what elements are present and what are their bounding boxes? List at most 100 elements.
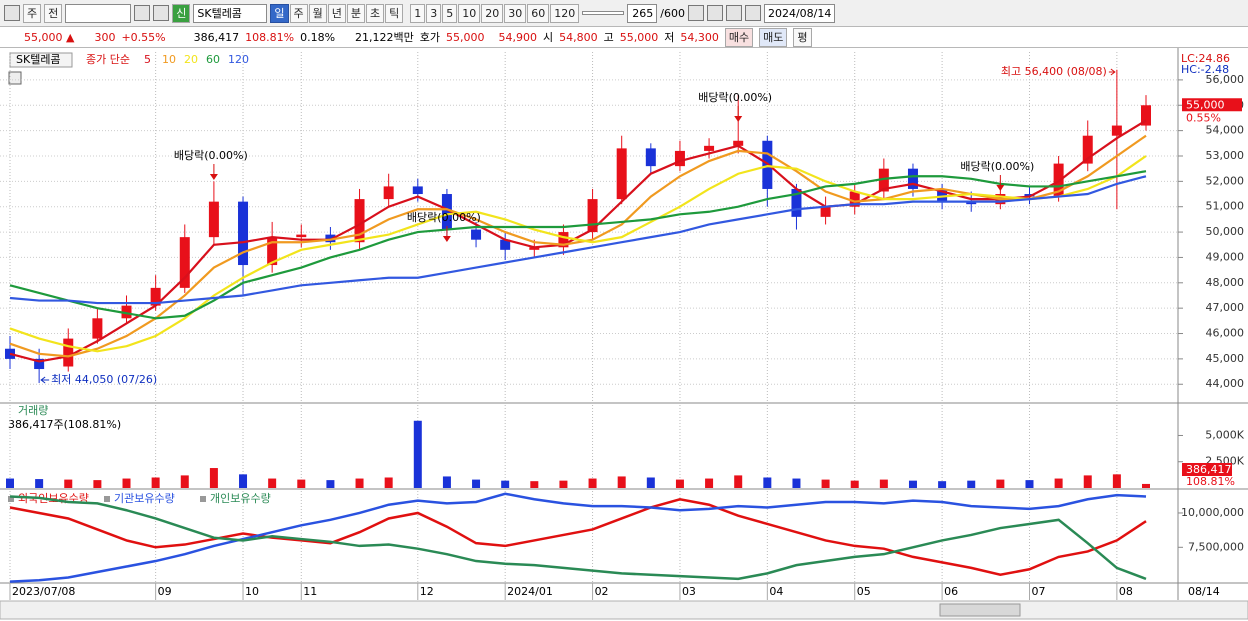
stock-name: SK텔레콤: [193, 3, 268, 23]
ask: 55,000: [446, 30, 485, 44]
x-tick-label: 05: [857, 585, 871, 598]
candle-body: [383, 186, 394, 200]
candle-body: [733, 140, 744, 146]
chart-area: SK텔레콤 종가 단순 LC:24.86 HC:-2.48 거래량 386,41…: [0, 48, 1248, 621]
volume-bar: [180, 475, 189, 488]
interval-button[interactable]: 10: [458, 3, 481, 23]
market-select[interactable]: 주: [23, 3, 42, 23]
volume-bar: [151, 477, 160, 488]
y-tick-label: 47,000: [1206, 301, 1245, 314]
interval-button[interactable]: 30: [504, 3, 527, 23]
low: 54,300: [680, 30, 719, 44]
search-icon[interactable]: [134, 5, 151, 21]
period-button[interactable]: 일: [270, 3, 289, 23]
volume-bar: [35, 479, 44, 488]
volume-bar: [1142, 483, 1150, 488]
unit-select[interactable]: [582, 11, 625, 15]
table-icon[interactable]: [8, 71, 22, 85]
interval-button[interactable]: 20: [481, 3, 504, 23]
period-button[interactable]: 주: [289, 3, 308, 23]
dividend-annotation: 배당락(0.00%): [174, 149, 248, 162]
buy-button[interactable]: 매수: [724, 27, 754, 47]
legend-entry: 개인보유수량: [210, 492, 271, 505]
period-button[interactable]: 초: [366, 3, 385, 23]
date-input[interactable]: 2024/08/14: [763, 3, 836, 23]
candle-body: [558, 232, 569, 248]
candle-body: [354, 199, 365, 243]
candle-body: [500, 239, 511, 250]
scroll-thumb[interactable]: [939, 603, 1021, 617]
low-annotation: 최저 44,050 (07/26): [51, 373, 157, 386]
background: [0, 48, 1248, 621]
dividend-annotation: 배당락(0.00%): [407, 211, 481, 224]
count-input[interactable]: 265: [627, 3, 658, 23]
period-button[interactable]: 분: [346, 3, 365, 23]
y-tick-label: 56,000: [1206, 73, 1245, 86]
volume-bar: [326, 480, 335, 488]
volume-bar: [384, 477, 393, 488]
dividend-marker: [442, 236, 451, 242]
rate: +0.55%: [121, 30, 166, 44]
interval-button[interactable]: 5: [442, 3, 458, 23]
volume-bar: [64, 479, 73, 488]
candle-body: [849, 191, 860, 207]
candle-body: [704, 145, 715, 151]
holding-line: [9, 497, 1147, 577]
dividend-annotation: 배당락(0.00%): [698, 91, 772, 104]
volume-bar: [209, 468, 218, 488]
dividend-marker: [209, 174, 218, 180]
volume: 386,417: [193, 30, 240, 44]
volume-bar: [239, 474, 248, 488]
sell-button[interactable]: 매도: [759, 27, 788, 47]
volume-bar: [530, 481, 539, 488]
menu-icon[interactable]: [4, 5, 20, 21]
volume-subtitle: 386,417주(108.81%): [8, 418, 121, 431]
hc-label: HC:-2.48: [1181, 63, 1229, 76]
volume-bar: [908, 480, 917, 488]
y-tick-label: 53,000: [1206, 149, 1245, 162]
x-tick-label: 08: [1119, 585, 1133, 598]
volume-bar: [734, 475, 743, 488]
volume-bar: [967, 480, 976, 488]
settings-icon[interactable]: [744, 5, 761, 21]
code-input[interactable]: 017670: [65, 3, 132, 23]
candle-body: [820, 206, 831, 217]
tool-icon[interactable]: [706, 5, 723, 21]
volume-bar: [559, 480, 568, 488]
candle-body: [791, 188, 802, 217]
interval-button[interactable]: 60: [527, 3, 550, 23]
last-volume: 386,417: [1186, 463, 1232, 476]
y-tick-label: 44,000: [1206, 377, 1245, 390]
interval-button[interactable]: 120: [550, 3, 580, 23]
last-volume-ratio: 108.81%: [1186, 475, 1235, 488]
last-price-box: [1182, 98, 1242, 112]
volume-bar: [675, 479, 684, 488]
legend-entry: 20: [184, 53, 198, 66]
high: 55,000: [619, 30, 659, 44]
candle-body: [1141, 105, 1151, 126]
tool-icon[interactable]: [687, 5, 704, 21]
save-icon[interactable]: [725, 5, 742, 21]
avg-button[interactable]: 평: [793, 27, 812, 47]
period-button[interactable]: 틱: [385, 3, 404, 23]
x-tick-label: 06: [944, 585, 958, 598]
dividend-marker: [734, 116, 743, 122]
high-arrow: [1108, 68, 1116, 76]
period-button[interactable]: 년: [327, 3, 346, 23]
candle-body: [878, 168, 889, 192]
interval-button[interactable]: 3: [426, 3, 442, 23]
candle-body: [587, 199, 598, 233]
period-button[interactable]: 월: [308, 3, 327, 23]
candle-body: [150, 287, 161, 306]
volume-bar: [268, 478, 277, 488]
scrollbar[interactable]: [0, 600, 1248, 620]
y-tick-label: 52,000: [1206, 174, 1245, 187]
high-label: 고: [603, 31, 614, 44]
moving-average: [9, 155, 1147, 353]
sound-icon[interactable]: [153, 5, 170, 21]
volume-bar: [996, 479, 1005, 488]
interval-button[interactable]: 1: [410, 3, 426, 23]
candle-body: [179, 237, 190, 288]
scope-select[interactable]: 전: [44, 3, 63, 23]
